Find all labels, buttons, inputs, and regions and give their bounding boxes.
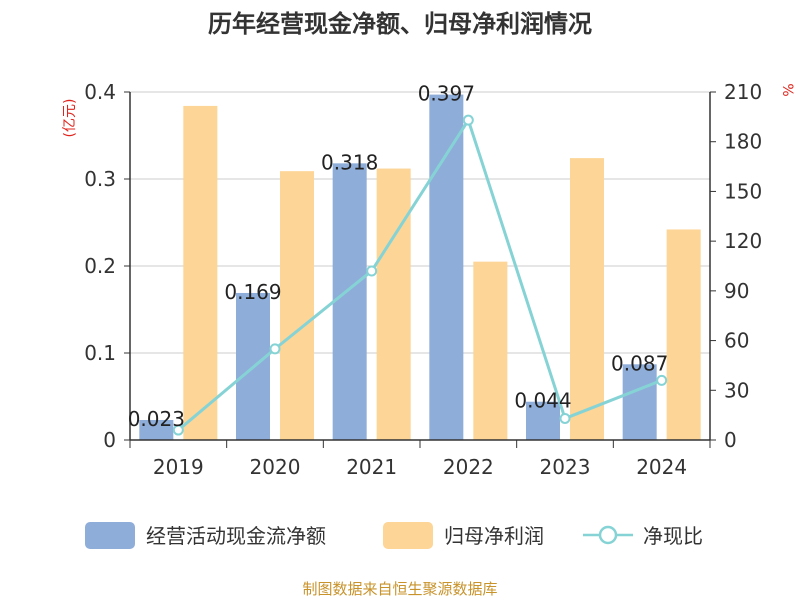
- bar-cashflow: [526, 401, 560, 440]
- left-tick-label: 0: [103, 428, 116, 452]
- x-tick-label: 2020: [250, 455, 301, 479]
- line-point: [172, 424, 184, 436]
- grid: [130, 91, 710, 354]
- bar-profit: [473, 261, 508, 440]
- bar-profit: [376, 168, 411, 440]
- left-tick-label: 0.3: [84, 167, 116, 191]
- bar-data-label: 0.169: [224, 280, 281, 304]
- line-path: [177, 116, 663, 432]
- left-tick-label: 0.1: [84, 341, 116, 365]
- axes: 0 0.1 0.2 0.3 0.4 0 30 60 90 120 150 180 210 2019 2020…: [84, 80, 762, 479]
- bar-profit: [183, 105, 218, 441]
- legend-label-ratio: 净现比: [643, 524, 703, 548]
- bar-cashflow: [332, 163, 367, 440]
- x-tick-label: 2021: [346, 455, 397, 479]
- right-axis-unit: %: [779, 83, 795, 96]
- right-tick-label: 90: [724, 279, 749, 303]
- bar-cashflow: [139, 419, 174, 440]
- legend-marker-ratio: [598, 525, 618, 545]
- bar-profit: [666, 229, 701, 440]
- x-tick-label: 2023: [540, 455, 591, 479]
- bar-data-label: 0.044: [514, 389, 571, 413]
- line-point: [366, 265, 378, 277]
- bars: [139, 94, 701, 441]
- right-tick-label: 150: [724, 179, 762, 203]
- bar-data-label: 0.397: [418, 82, 475, 106]
- bar-cashflow: [622, 364, 657, 440]
- x-tick-label: 2019: [153, 455, 204, 479]
- right-tick-label: 60: [724, 329, 749, 353]
- line-point: [462, 114, 474, 126]
- right-tick-label: 210: [724, 80, 762, 104]
- right-tick-label: 30: [724, 378, 749, 402]
- bar-data-label: 0.087: [611, 351, 668, 375]
- right-tick-label: 180: [724, 130, 762, 154]
- line-point: [559, 412, 571, 424]
- line-series: [172, 114, 668, 436]
- line-point: [269, 343, 281, 355]
- source-note: 制图数据来自恒生聚源数据库: [302, 580, 497, 598]
- x-tick-label: 2022: [443, 455, 494, 479]
- bar-profit: [570, 158, 604, 440]
- legend: 经营活动现金流净额 归母净利润 净现比: [85, 522, 703, 549]
- line-point: [656, 374, 668, 386]
- right-tick-label: 120: [724, 229, 762, 253]
- x-tick-label: 2024: [636, 455, 687, 479]
- legend-swatch-cashflow: [85, 522, 135, 549]
- bar-profit: [280, 171, 314, 441]
- left-tick-label: 0.2: [84, 254, 116, 278]
- bar-cashflow: [429, 94, 464, 441]
- right-tick-label: 0: [724, 428, 737, 452]
- bar-data-label: 0.318: [321, 150, 378, 174]
- left-tick-label: 0.4: [84, 80, 116, 104]
- bar-data-label: 0.023: [128, 407, 185, 431]
- legend-label-cashflow: 经营活动现金流净额: [146, 524, 326, 548]
- legend-swatch-profit: [383, 522, 433, 549]
- left-axis-unit: (亿元): [62, 99, 78, 138]
- legend-label-profit: 归母净利润: [444, 524, 544, 548]
- data-labels: 0.023 0.169 0.318 0.397 0.044 0.087: [128, 82, 669, 431]
- chart-title: 历年经营现金净额、归母净利润情况: [208, 10, 592, 38]
